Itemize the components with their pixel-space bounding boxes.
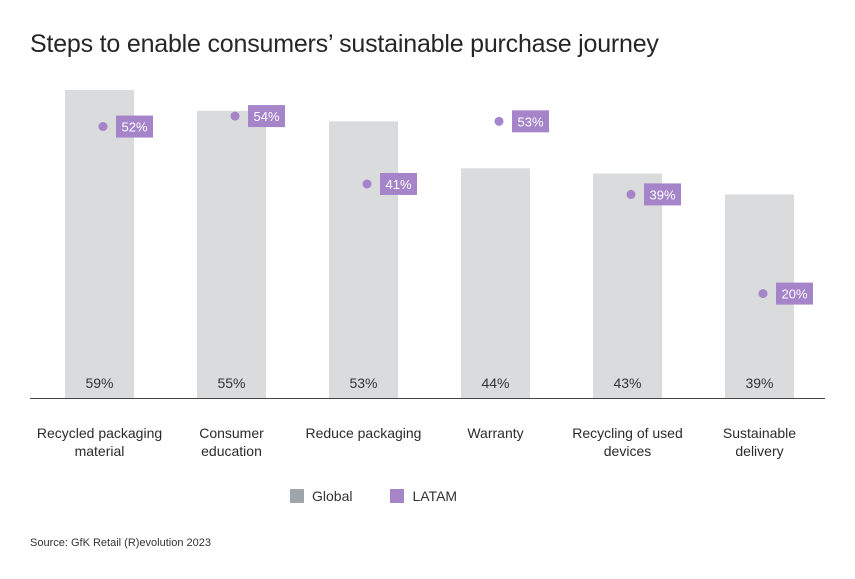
- bar-value-label: 59%: [85, 375, 113, 391]
- latam-value-label: 54%: [253, 109, 279, 124]
- latam-label-box: [116, 115, 153, 138]
- latam-value-label: 39%: [649, 187, 675, 202]
- x-axis-labels: Recycled packaging material Consumer educat…: [37, 425, 796, 459]
- legend-swatch-global: [290, 489, 304, 503]
- dots-layer: 52% 54% 41% 53% 39% 20%: [98, 105, 813, 305]
- latam-label-box: [776, 282, 813, 305]
- bar-value-label: 44%: [481, 375, 509, 391]
- x-tick-label: Recycling of used devices: [572, 425, 683, 459]
- x-tick-label: Consumer education: [199, 425, 264, 459]
- bar-global: [197, 110, 266, 399]
- source-note: Source: GfK Retail (R)evolution 2023: [30, 537, 211, 549]
- x-tick-label: Recycled packaging material: [37, 425, 162, 459]
- legend-item-latam: LATAM: [390, 488, 457, 504]
- dot-latam: [362, 179, 372, 189]
- bars-layer: 59% 55% 53% 44% 43% 39%: [65, 90, 794, 399]
- latam-label-box: [248, 105, 285, 128]
- x-tick-label: Reduce packaging: [306, 425, 422, 441]
- dot-latam: [230, 111, 240, 121]
- dot-latam: [758, 289, 768, 299]
- legend: Global LATAM: [290, 488, 457, 504]
- latam-value-label: 52%: [121, 120, 147, 135]
- x-tick-label: Sustainable delivery: [723, 425, 796, 459]
- bar-global: [593, 173, 662, 398]
- latam-value-label: 41%: [385, 177, 411, 192]
- x-tick-label: Warranty: [467, 425, 523, 441]
- bar-global: [329, 121, 398, 399]
- legend-swatch-latam: [390, 489, 405, 503]
- bar-value-label: 43%: [613, 375, 641, 391]
- latam-label-box: [512, 110, 549, 133]
- bar-global: [65, 90, 134, 398]
- legend-label-latam: LATAM: [412, 488, 458, 504]
- bar-global: [461, 168, 530, 398]
- legend-label-global: Global: [312, 488, 353, 504]
- chart-title: Steps to enable consumers’ sustainable p…: [30, 30, 659, 58]
- legend-item-global: Global: [290, 488, 352, 504]
- latam-label-box: [380, 172, 417, 195]
- latam-value-label: 20%: [781, 287, 807, 302]
- dot-latam: [626, 189, 636, 199]
- bar-value-label: 53%: [349, 375, 377, 391]
- latam-value-label: 53%: [517, 114, 543, 129]
- bar-value-label: 55%: [217, 375, 245, 391]
- latam-label-box: [644, 183, 681, 206]
- dot-latam: [98, 122, 108, 132]
- dot-latam: [494, 116, 504, 126]
- bar-value-label: 39%: [745, 375, 773, 391]
